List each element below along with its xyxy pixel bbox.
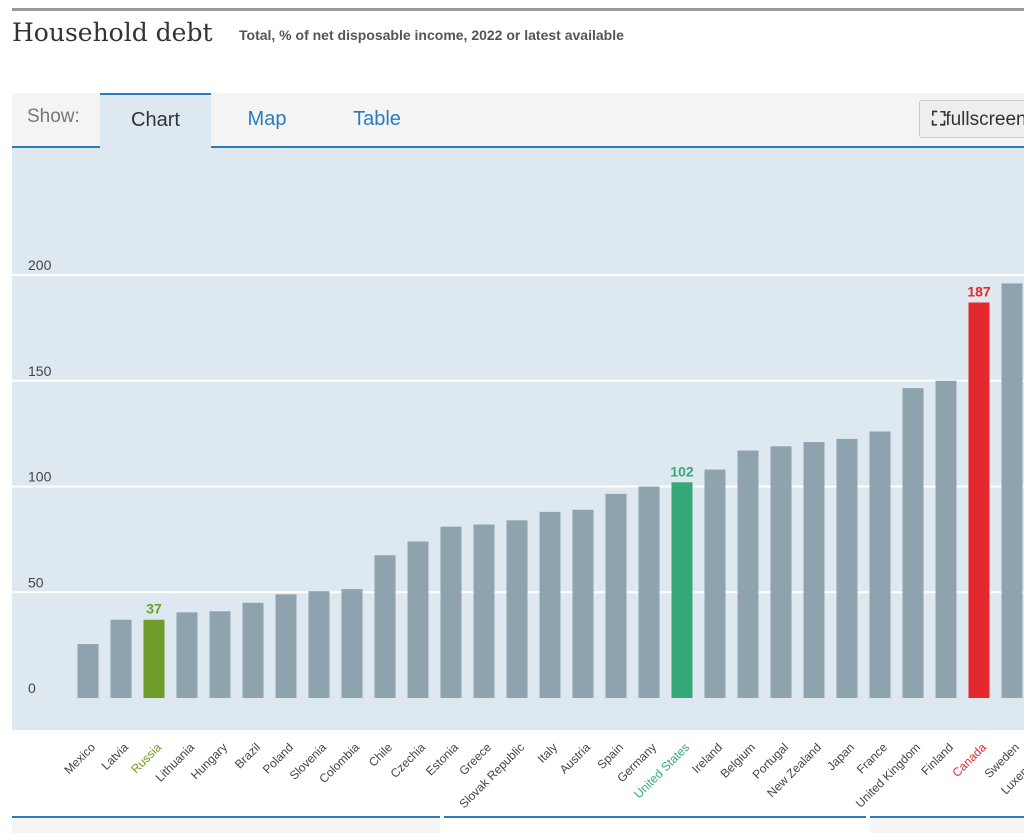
y-tick-label: 150 (28, 363, 52, 379)
y-tick-label: 50 (28, 574, 44, 590)
bar-new-zealand (803, 442, 825, 698)
bar-greece (473, 524, 495, 698)
x-tick-label: Czechia (388, 740, 429, 781)
bar-austria (572, 509, 594, 698)
x-tick-label: Estonia (423, 740, 461, 778)
bar-germany (638, 486, 660, 698)
bar-lithuania (176, 612, 198, 698)
bar-latvia (110, 619, 132, 698)
fullscreen-label: fullscreen (945, 109, 1024, 130)
expand-icon: ⛶ (932, 109, 946, 130)
bar-france (869, 431, 891, 698)
page-subtitle: Total, % of net disposable income, 2022 … (239, 27, 624, 43)
bar-united-states (671, 482, 693, 698)
bar-czechia (407, 541, 429, 698)
y-tick-label: 100 (28, 469, 52, 485)
bar-canada (968, 302, 990, 698)
bar-poland (275, 594, 297, 698)
x-tick-label: Austria (557, 740, 594, 777)
view-tabs: Show: Chart Map Table ⛶fullscreen (12, 93, 1024, 148)
bar-sweden (1001, 283, 1023, 698)
bar-portugal (770, 446, 792, 698)
bar-slovak-republic (506, 520, 528, 698)
bar-belgium (737, 450, 759, 698)
footer-panel-middle (444, 816, 866, 833)
tab-map[interactable]: Map (247, 108, 287, 130)
footer-panel-right (870, 816, 1024, 833)
bar-spain (605, 493, 627, 698)
x-tick-label: Latvia (99, 740, 132, 773)
bar-chile (374, 555, 396, 698)
fullscreen-button[interactable]: ⛶fullscreen (919, 100, 1024, 138)
bar-finland (935, 380, 957, 698)
x-tick-label: Mexico (61, 740, 98, 777)
bar-mexico (77, 644, 99, 698)
bar-colombia (341, 589, 363, 698)
x-tick-label: Hungary (188, 740, 230, 782)
footer-panel-left (12, 816, 440, 833)
y-tick-label: 0 (28, 680, 36, 696)
data-label: 187 (967, 283, 991, 299)
bar-hungary (209, 611, 231, 698)
bar-ireland (704, 469, 726, 698)
y-tick-label: 200 (28, 257, 52, 273)
bar-united-kingdom (902, 388, 924, 698)
page-title: Household debt (12, 18, 213, 47)
data-label: 102 (670, 463, 694, 479)
bar-estonia (440, 526, 462, 698)
top-rule (12, 8, 1024, 11)
x-tick-label: Italy (535, 740, 560, 765)
bar-russia (143, 619, 165, 698)
x-tick-label: Japan (824, 740, 857, 773)
tab-chart[interactable]: Chart (100, 93, 211, 148)
bar-italy (539, 511, 561, 698)
bar-slovenia (308, 591, 330, 698)
tab-table[interactable]: Table (353, 108, 401, 130)
bar-brazil (242, 602, 264, 698)
bar-japan (836, 438, 858, 698)
x-tick-label: Chile (366, 740, 395, 769)
data-label: 37 (146, 601, 162, 617)
show-label: Show: (27, 106, 80, 127)
